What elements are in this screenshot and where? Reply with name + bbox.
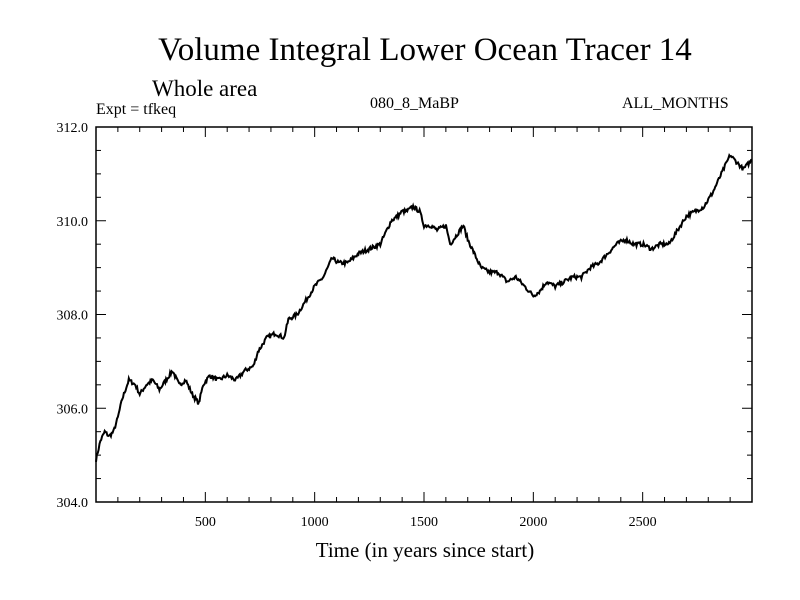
months-label: ALL_MONTHS — [622, 95, 729, 112]
x-tick-label: 1500 — [410, 515, 438, 530]
y-tick-label: 306.0 — [57, 402, 89, 417]
y-tick-label: 312.0 — [57, 121, 89, 136]
x-axis-label: Time (in years since start) — [315, 538, 535, 562]
x-tick-label: 500 — [195, 515, 216, 530]
experiment-label: Expt = tfkeq — [96, 101, 177, 118]
y-tick-label: 304.0 — [57, 496, 89, 511]
chart-title: Volume Integral Lower Ocean Tracer 14 — [158, 32, 692, 68]
chart-subtitle: Whole area — [152, 76, 258, 101]
run-id-label: 080_8_MaBP — [370, 95, 459, 112]
y-tick-label: 308.0 — [57, 309, 89, 324]
x-tick-label: 2500 — [629, 515, 657, 530]
series-line — [95, 152, 753, 463]
plot-frame — [95, 126, 753, 503]
y-tick-label: 310.0 — [57, 215, 89, 230]
x-tick-label: 2000 — [519, 515, 547, 530]
x-tick-label: 1000 — [301, 515, 329, 530]
